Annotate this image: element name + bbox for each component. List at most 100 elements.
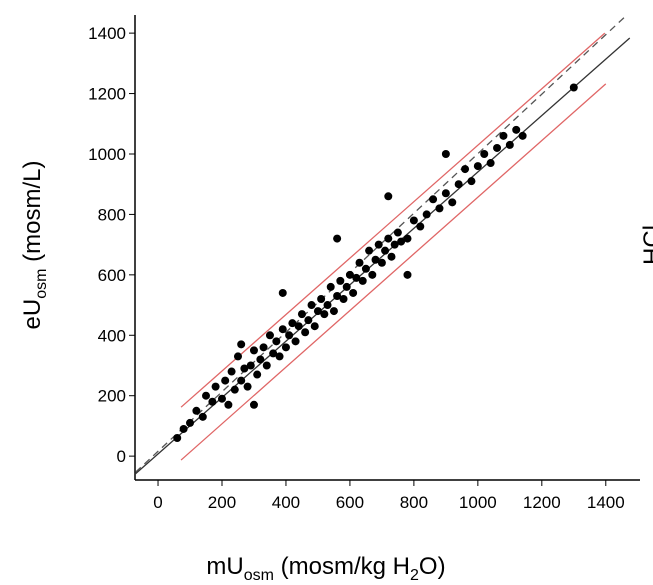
y-label-sub: osm — [33, 269, 50, 299]
y-label-main: eU — [19, 299, 46, 330]
point — [384, 192, 393, 201]
fit-line — [180, 32, 606, 408]
point — [358, 276, 367, 285]
point — [224, 400, 233, 409]
point — [361, 264, 370, 273]
y-tick-label: 1200 — [88, 85, 126, 104]
point — [448, 198, 457, 207]
point — [198, 412, 207, 421]
point — [381, 246, 390, 255]
fit-line — [134, 37, 631, 475]
point — [349, 288, 358, 297]
y-tick-label: 400 — [98, 326, 126, 345]
y-tick-label: 1400 — [88, 24, 126, 43]
y-label-rest: (mosm/L) — [19, 161, 46, 269]
fit-line — [135, 14, 628, 473]
point — [422, 210, 431, 219]
point — [333, 291, 342, 300]
point — [246, 361, 255, 370]
point — [217, 394, 226, 403]
point — [265, 331, 274, 340]
point — [390, 240, 399, 249]
point — [416, 222, 425, 231]
fit-line — [180, 83, 607, 461]
x-axis-label: mUosm (mosm/kg H2O) — [206, 553, 445, 584]
point — [288, 319, 297, 328]
point — [208, 397, 217, 406]
point — [441, 189, 450, 198]
y-tick-label: 600 — [98, 266, 126, 285]
point — [256, 355, 265, 364]
point — [355, 258, 364, 267]
point — [441, 149, 450, 158]
point — [384, 234, 393, 243]
point — [454, 180, 463, 189]
point — [393, 228, 402, 237]
point — [317, 295, 326, 304]
point — [237, 340, 246, 349]
point — [227, 367, 236, 376]
point — [192, 406, 201, 415]
x-tick-label: 1400 — [587, 493, 625, 512]
point — [371, 255, 380, 264]
point — [403, 270, 412, 279]
x-label-sub2: 2 — [410, 567, 419, 584]
point — [275, 352, 284, 361]
point — [253, 370, 262, 379]
point — [387, 252, 396, 261]
point — [397, 237, 406, 246]
point — [291, 337, 300, 346]
point — [486, 159, 495, 168]
point — [186, 418, 195, 427]
y-tick-label: 200 — [98, 387, 126, 406]
point — [342, 282, 351, 291]
point — [499, 131, 508, 140]
point — [297, 310, 306, 319]
x-label-main: mU — [206, 553, 243, 580]
point — [304, 316, 313, 325]
point — [173, 434, 182, 443]
x-label-end: O) — [419, 553, 446, 580]
point — [243, 382, 252, 391]
x-tick-label: 800 — [400, 493, 428, 512]
y-axis-label: eUosm (mosm/L) — [19, 161, 50, 330]
point — [269, 349, 278, 358]
point — [301, 328, 310, 337]
point — [473, 162, 482, 171]
x-label-sub: osm — [244, 567, 274, 584]
point — [339, 295, 348, 304]
point — [285, 331, 294, 340]
point — [365, 246, 374, 255]
point — [262, 361, 271, 370]
point — [429, 195, 438, 204]
point — [377, 258, 386, 267]
point — [435, 204, 444, 213]
point — [493, 143, 502, 152]
point — [323, 301, 332, 310]
point — [368, 270, 377, 279]
point — [221, 376, 230, 385]
point — [467, 177, 476, 186]
point — [310, 322, 319, 331]
point — [569, 83, 578, 92]
point — [230, 385, 239, 394]
point — [202, 391, 211, 400]
point — [249, 346, 258, 355]
point — [278, 325, 287, 334]
point — [307, 301, 316, 310]
x-tick-label: 1000 — [459, 493, 497, 512]
x-tick-label: 1200 — [523, 493, 561, 512]
y-tick-label: 800 — [98, 205, 126, 224]
x-tick-label: 600 — [336, 493, 364, 512]
point — [403, 234, 412, 243]
point — [352, 273, 361, 282]
point — [461, 165, 470, 174]
point — [512, 125, 521, 134]
point — [505, 140, 514, 149]
point — [278, 288, 287, 297]
side-text: HCl — [639, 225, 653, 265]
point — [259, 343, 268, 352]
point — [281, 343, 290, 352]
x-tick-label: 200 — [208, 493, 236, 512]
point — [374, 240, 383, 249]
